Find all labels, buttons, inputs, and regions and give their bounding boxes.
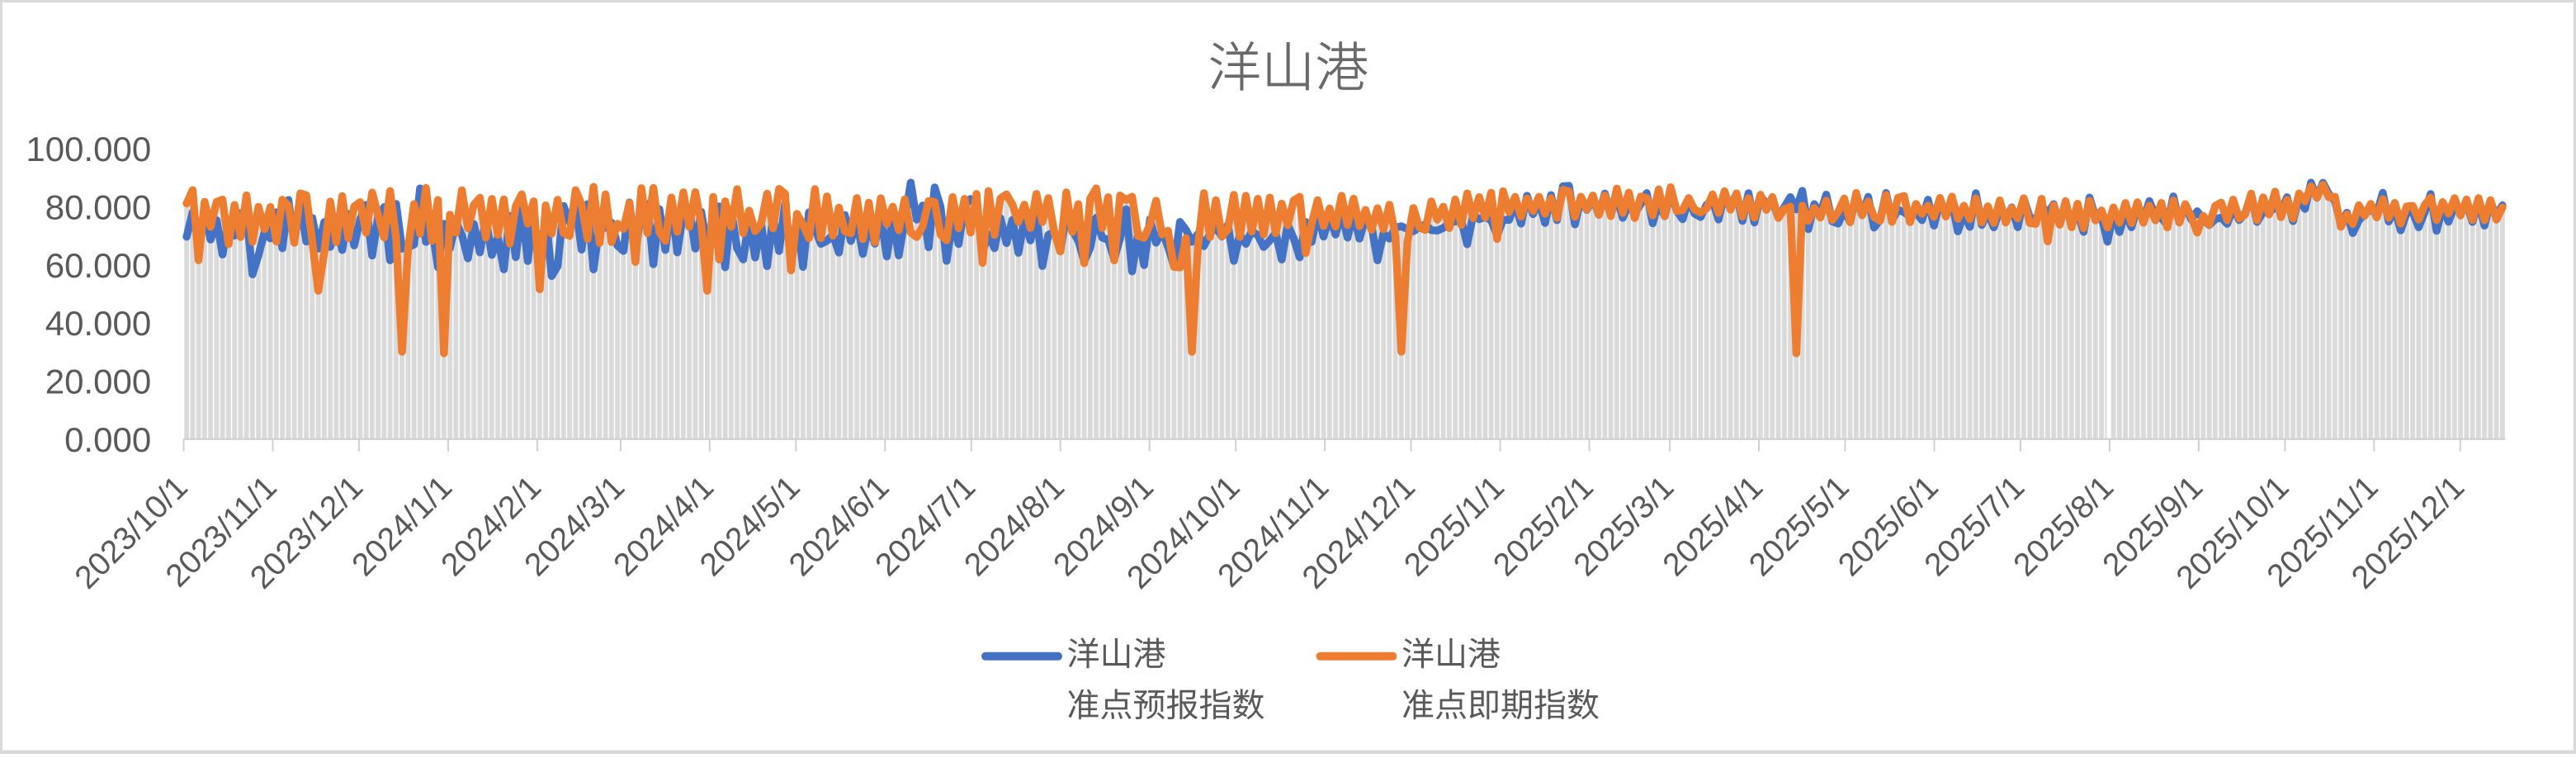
svg-text:100.000: 100.000 [26,130,151,168]
svg-text:20.000: 20.000 [45,362,151,401]
svg-text:40.000: 40.000 [45,304,151,343]
svg-text:60.000: 60.000 [45,246,151,285]
svg-text:80.000: 80.000 [45,187,151,226]
svg-text:0.000: 0.000 [64,420,151,459]
